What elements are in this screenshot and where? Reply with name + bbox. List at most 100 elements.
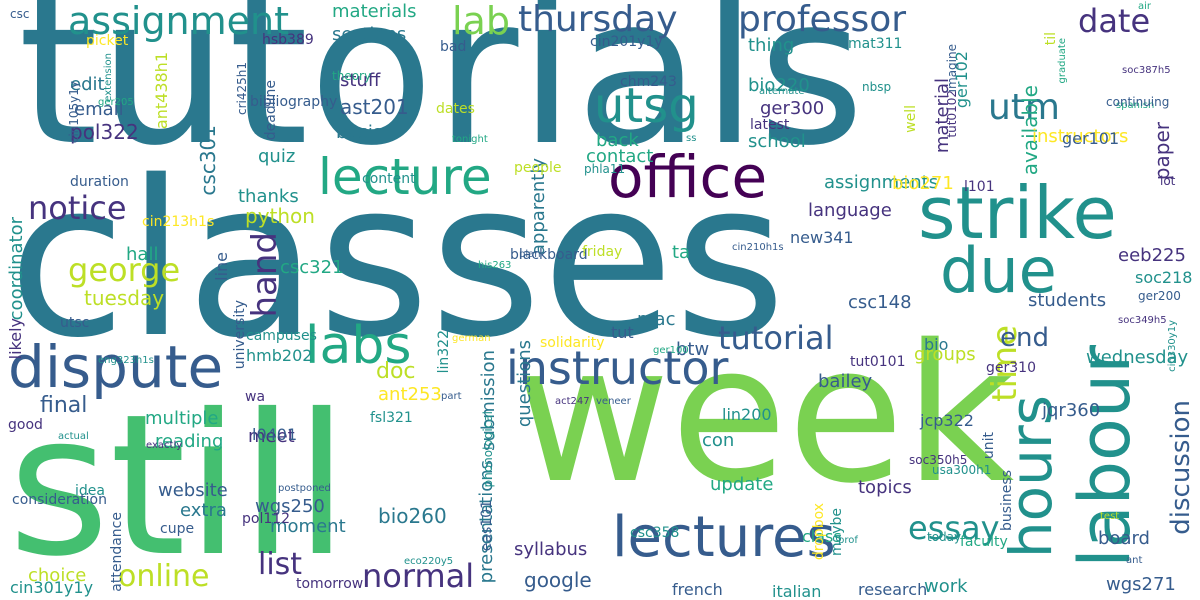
cloud-word: bad — [440, 39, 467, 55]
cloud-word: postponed — [278, 483, 331, 494]
cloud-word: exactly — [146, 440, 183, 451]
cloud-word: strike — [918, 171, 1117, 255]
cloud-word: test — [1100, 511, 1120, 522]
cloud-word: lab — [452, 0, 510, 43]
cloud-word: topics — [858, 477, 912, 498]
cloud-word: jcp322 — [920, 411, 974, 430]
cloud-word: lot — [1160, 174, 1176, 188]
cloud-word: soc350h5 — [909, 453, 968, 467]
cloud-word: thanks — [238, 186, 299, 207]
cloud-word: lecture — [318, 148, 492, 206]
cloud-word: classes — [8, 134, 787, 385]
cloud-word: mat311 — [848, 36, 903, 52]
cloud-word: actual — [58, 431, 89, 442]
cloud-word: date — [1078, 2, 1151, 40]
cloud-word: ant — [1126, 555, 1143, 566]
cloud-word: pol322 — [70, 120, 139, 144]
cloud-word: new341 — [790, 228, 854, 247]
cloud-word: cin301y1y — [10, 578, 94, 597]
cloud-word: utm — [988, 87, 1060, 128]
cloud-word: meet — [248, 426, 295, 447]
cloud-word: wa — [245, 389, 266, 405]
cloud-word: research — [858, 580, 928, 599]
cloud-word: lectures — [612, 505, 836, 570]
cloud-word: tonight — [452, 134, 488, 145]
cloud-word: csc148 — [848, 292, 912, 313]
cloud-word: tutorials — [18, 0, 865, 191]
cloud-word: cri425h1 — [235, 62, 249, 116]
cloud-word: stuff — [340, 70, 381, 91]
cloud-word: thursday — [518, 0, 678, 40]
cloud-word: chm243 — [620, 74, 677, 90]
cloud-word: labs — [305, 316, 412, 376]
cloud-word: blackboard — [510, 247, 588, 263]
cloud-word: extension — [103, 53, 114, 102]
cloud-word: tuesday — [84, 286, 165, 310]
cloud-word: prof — [838, 535, 858, 546]
cloud-word: nbsp — [862, 80, 892, 94]
cloud-word: jqr360 — [1042, 400, 1101, 421]
cloud-word: bibliography — [250, 94, 338, 110]
cloud-word: line — [212, 252, 231, 281]
cloud-word: instructor — [506, 341, 729, 395]
cloud-word: continuing — [1106, 95, 1170, 109]
cloud-word: ast201 — [340, 95, 409, 119]
cloud-word: ger100 — [653, 345, 689, 356]
cloud-word: part — [441, 391, 462, 402]
cloud-word: cin213h1s — [142, 214, 215, 230]
cloud-word: notice — [28, 189, 127, 227]
cloud-word: syllabus — [514, 539, 588, 560]
cloud-word: tutorial — [718, 319, 834, 357]
cloud-word: ta — [672, 242, 691, 263]
cloud-word: discussion — [1166, 400, 1196, 535]
cloud-word: his263 — [478, 260, 512, 271]
cloud-word: ger310 — [986, 360, 1036, 376]
cloud-word: students — [1028, 290, 1107, 311]
cloud-word: professor — [738, 0, 907, 40]
cloud-word: end — [1000, 323, 1049, 353]
cloud-word: sections — [332, 24, 407, 45]
cloud-word: idea — [75, 483, 105, 499]
cloud-word: bio — [924, 335, 949, 354]
cloud-word: groups — [914, 344, 976, 365]
cloud-word: btw — [676, 339, 710, 360]
cloud-word: lin322 — [436, 330, 452, 374]
cloud-word: well — [903, 105, 919, 133]
cloud-word: week — [515, 304, 1015, 525]
cloud-word: bio260 — [378, 504, 447, 528]
cloud-word: coordinator — [6, 217, 27, 321]
cloud-word: consideration — [12, 492, 107, 508]
cloud-word: choice — [28, 565, 87, 586]
cloud-word: eas101 — [479, 500, 495, 552]
cloud-word: business — [999, 470, 1015, 532]
cloud-word: dropbox — [811, 503, 827, 561]
cloud-word: pol112 — [242, 511, 291, 527]
cloud-word: basis — [336, 122, 383, 143]
cloud-word: class — [802, 527, 842, 546]
cloud-word: friday — [582, 244, 623, 260]
cloud-word: assignments — [824, 172, 939, 193]
cloud-word: l101 — [964, 179, 995, 195]
cloud-word: cin201y1y — [590, 34, 663, 50]
cloud-word: cin105y1y — [67, 81, 81, 144]
cloud-word: work — [924, 576, 968, 597]
cloud-word: campuses — [246, 328, 317, 344]
cloud-word: faculty — [960, 534, 1008, 550]
cloud-word: office — [608, 143, 768, 211]
cloud-word: italian — [772, 582, 822, 600]
cloud-word: wgs271 — [1106, 574, 1176, 595]
cloud-word: materials — [332, 1, 417, 22]
cloud-word: usa300h1 — [932, 463, 992, 477]
cloud-word: website — [158, 480, 228, 501]
cloud-word: reading — [155, 431, 224, 452]
cloud-word: ger200 — [1138, 289, 1181, 303]
cloud-word: latest — [750, 117, 790, 133]
cloud-word: ger205 — [98, 97, 134, 108]
cloud-word: bio220 — [748, 75, 810, 96]
cloud-word: imagine — [945, 44, 959, 93]
cloud-word: plan — [519, 249, 541, 260]
cloud-word: utsg — [594, 78, 699, 134]
cloud-word: wednesday — [1086, 347, 1189, 368]
cloud-word: ger300 — [760, 98, 825, 119]
cloud-word: board — [1098, 528, 1150, 549]
